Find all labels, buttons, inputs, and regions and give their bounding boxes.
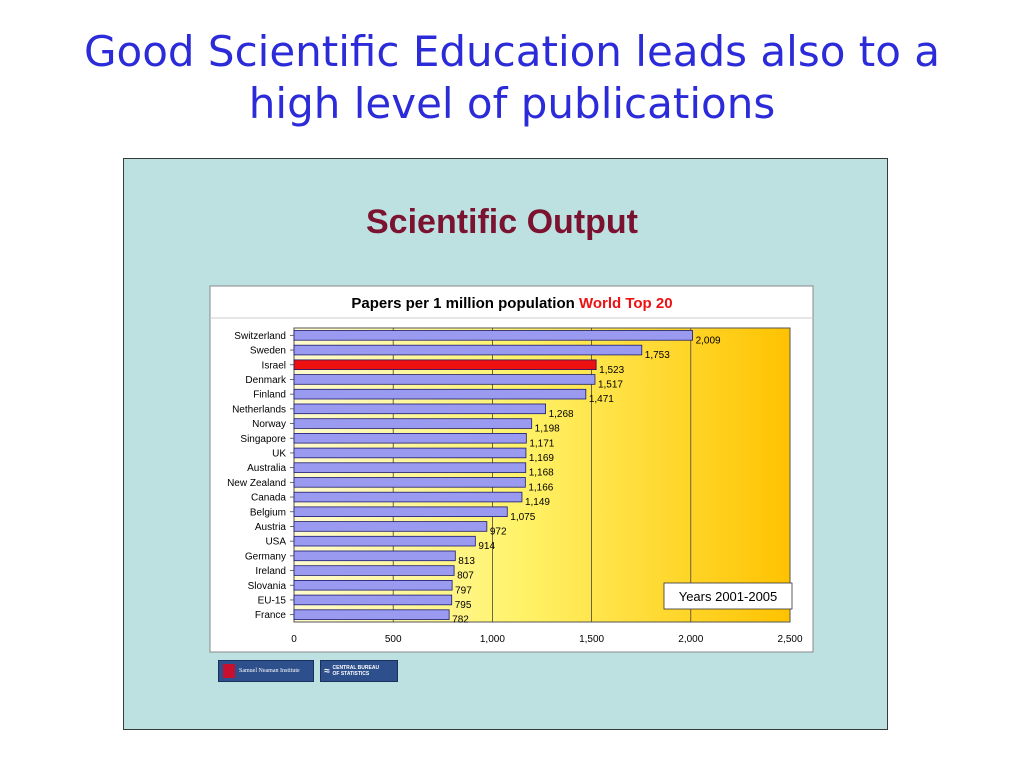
category-label-finland: Finland: [253, 390, 286, 401]
category-label-new-zealand: New Zealand: [227, 478, 286, 489]
annotation-box: [663, 582, 793, 610]
category-label-austria: Austria: [255, 522, 287, 533]
value-label-denmark: 1,517: [598, 379, 623, 390]
bar-switzerland: [293, 330, 693, 341]
value-label-slovania: 797: [455, 585, 472, 596]
x-tick-label-500: 500: [385, 634, 402, 645]
slide-title-line-2: high level of publications: [248, 79, 776, 128]
bar-belgium: [293, 506, 508, 518]
value-label-eu-15: 795: [455, 600, 472, 611]
chart-title-main: Papers per 1 million population: [351, 295, 574, 312]
bar-eu-15: [293, 594, 453, 606]
category-labels: Switzerland Sweden Israel Denmark Finland Net…: [227, 331, 294, 621]
bar-norway: [293, 418, 533, 429]
bar-israel: [293, 359, 597, 371]
category-label-sweden: Sweden: [250, 346, 286, 357]
value-label-switzerland: 2,009: [696, 335, 721, 346]
value-label-new-zealand: 1,166: [528, 482, 553, 493]
bar-denmark: [293, 374, 596, 385]
value-labels: 2,009 1,753 1,523 1,517 1,471 1,268 1,198 1,171…: [452, 335, 721, 625]
x-tick-label-1500: 1,500: [579, 634, 604, 645]
bar-canada: [293, 491, 523, 503]
value-label-singapore: 1,171: [529, 438, 554, 449]
category-label-belgium: Belgium: [250, 507, 286, 518]
statistics-emblem-icon: ≈: [324, 665, 330, 677]
x-tick-label-2500: 2,500: [777, 634, 802, 645]
value-label-usa: 914: [478, 541, 495, 552]
x-tick-label-1000: 1,000: [480, 634, 505, 645]
category-label-eu-15: EU-15: [258, 595, 287, 606]
bar-finland: [293, 388, 587, 400]
category-label-switzerland: Switzerland: [234, 331, 286, 342]
title-band: [212, 287, 811, 317]
category-label-slovania: Slovania: [248, 581, 287, 592]
category-label-singapore: Singapore: [240, 434, 286, 445]
slide-title-line-1: Good Scientific Education leads also to …: [83, 27, 941, 76]
value-label-israel: 1,523: [599, 365, 624, 376]
category-label-canada: Canada: [251, 493, 286, 504]
category-label-netherlands: Netherlands: [232, 404, 286, 415]
statistics-logo-text: CENTRAL BUREAU OF STATISTICS: [332, 665, 380, 677]
central-bureau-of-statistics-logo: ≈ CENTRAL BUREAU OF STATISTICS: [320, 660, 398, 682]
value-label-canada: 1,149: [525, 497, 550, 508]
category-label-usa: USA: [265, 537, 286, 548]
chart-title-highlight: World Top 20: [579, 295, 673, 312]
category-label-denmark: Denmark: [245, 375, 287, 386]
value-label-netherlands: 1,268: [549, 409, 574, 420]
bar-australia: [293, 462, 527, 473]
value-label-australia: 1,168: [529, 468, 554, 479]
bar-germany: [293, 550, 456, 562]
bar-uk: [293, 447, 527, 459]
category-label-france: France: [255, 610, 287, 621]
value-label-france: 782: [452, 615, 469, 626]
category-label-norway: Norway: [252, 419, 286, 430]
bar-netherlands: [293, 403, 546, 415]
institute-logo-text: Samuel Neaman Institute: [239, 667, 300, 674]
bar-france: [293, 609, 450, 620]
bar-slovania: [293, 579, 453, 591]
x-tick-label-2000: 2,000: [678, 634, 703, 645]
category-label-germany: Germany: [245, 551, 286, 562]
value-label-ireland: 807: [457, 571, 474, 582]
category-label-uk: UK: [272, 448, 286, 459]
value-label-germany: 813: [458, 556, 475, 567]
value-label-finland: 1,471: [589, 394, 614, 405]
bar-singapore: [293, 432, 527, 444]
value-label-belgium: 1,075: [510, 512, 535, 523]
value-label-austria: 972: [490, 526, 507, 537]
bar-ireland: [293, 565, 455, 576]
value-label-uk: 1,169: [529, 453, 554, 464]
slide-title: Good Scientific Education leads also to …: [0, 26, 1024, 130]
x-axis-ticks: 0 500 1,000 1,500 2,000 2,500: [291, 634, 803, 645]
bar-usa: [293, 535, 476, 547]
value-label-sweden: 1,753: [645, 350, 670, 361]
bar-sweden: [293, 344, 643, 356]
bar-new-zealand: [293, 477, 526, 488]
annotation-text: Years 2001-2005: [679, 589, 778, 604]
bar-austria: [293, 521, 488, 532]
value-label-norway: 1,198: [535, 424, 560, 435]
x-tick-label-0: 0: [291, 634, 297, 645]
samuel-neaman-institute-logo: Samuel Neaman Institute: [218, 660, 314, 682]
category-label-ireland: Ireland: [255, 566, 286, 577]
category-label-israel: Israel: [262, 360, 286, 371]
institute-emblem-icon: [223, 664, 235, 678]
chart-title: Papers per 1 million population World To…: [351, 295, 672, 312]
category-label-australia: Australia: [247, 463, 286, 474]
chart-heading: Scientific Output: [366, 203, 638, 241]
